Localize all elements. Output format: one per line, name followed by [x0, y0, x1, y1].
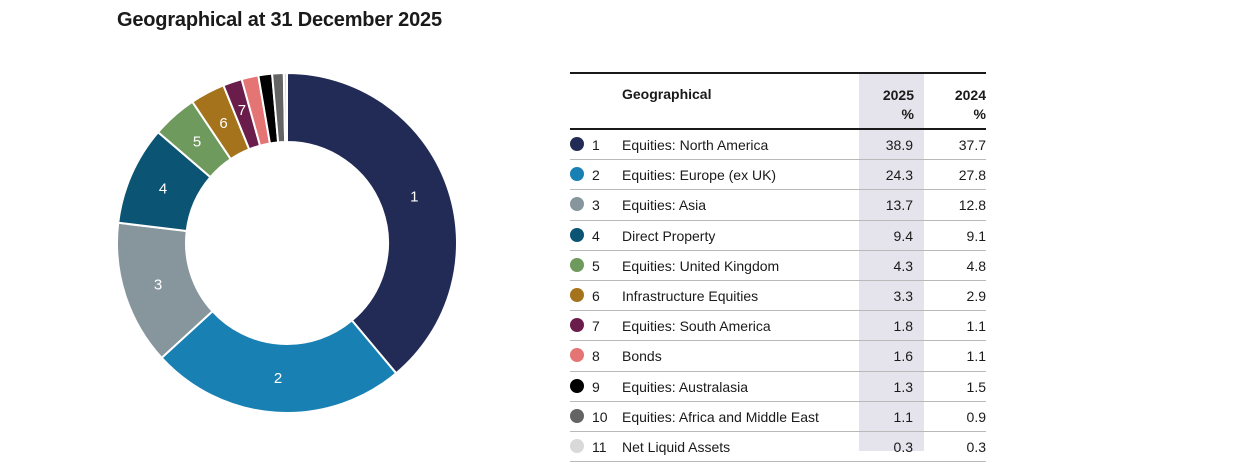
- header-2024: 2024 %: [924, 86, 986, 124]
- header-2025-year: 2025: [882, 87, 914, 103]
- table-row: 11 Net Liquid Assets 0.3 0.3: [570, 432, 986, 462]
- slice-label-3: 3: [154, 276, 162, 293]
- value-2025: 38.9: [885, 137, 913, 153]
- row-number: 4: [592, 227, 600, 244]
- value-2025: 3.3: [893, 287, 913, 304]
- value-2024: 37.7: [958, 137, 986, 153]
- table-row: 6 Infrastructure Equities 3.3 2.9: [570, 281, 986, 312]
- row-number: 9: [592, 378, 600, 395]
- table-row: 2 Equities: Europe (ex UK) 24.3 27.8: [570, 160, 986, 191]
- value-2025: 1.1: [893, 408, 913, 425]
- table-row: 10 Equities: Africa and Middle East 1.1 0.9: [570, 402, 986, 432]
- value-2024: 1.1: [966, 348, 986, 365]
- donut-chart: 1 2 3 4 5 67: [116, 71, 458, 414]
- row-number: 1: [592, 137, 600, 153]
- row-number: 10: [592, 408, 608, 425]
- value-2025: 9.4: [893, 227, 913, 244]
- value-2024: 0.9: [966, 408, 986, 425]
- row-number: 5: [592, 257, 600, 274]
- value-2025: 1.6: [893, 348, 913, 365]
- row-label: Direct Property: [622, 227, 716, 244]
- value-2024: 0.3: [966, 438, 986, 455]
- header-geographical: Geographical: [622, 86, 712, 102]
- row-label: Equities: Asia: [622, 197, 707, 214]
- table-row: 4 Direct Property 9.4 9.1: [570, 221, 986, 251]
- row-label: Equities: Africa and Middle East: [622, 408, 819, 425]
- table-body: 1 Equities: North America 38.9 37.7 2 Equitie…: [570, 130, 986, 462]
- row-label: Equities: North America: [622, 137, 769, 153]
- slice-label-6: 6: [219, 115, 227, 132]
- legend-swatch: [570, 438, 584, 453]
- table-header: Geographical 2025 % 2024 %: [570, 74, 986, 128]
- value-2025: 0.3: [893, 438, 913, 455]
- value-2024: 4.8: [966, 257, 986, 274]
- value-2024: 1.5: [966, 378, 986, 395]
- legend-swatch: [570, 378, 584, 393]
- row-number: 2: [592, 167, 600, 184]
- row-number: 6: [592, 287, 600, 304]
- slice-label-5: 5: [193, 134, 201, 151]
- row-label: Equities: Europe (ex UK): [622, 167, 777, 184]
- table-top-rule: [570, 72, 986, 74]
- row-number: 3: [592, 197, 600, 214]
- legend-swatch: [570, 348, 584, 363]
- donut-slice-11: [282, 71, 288, 144]
- legend-swatch: [570, 318, 584, 333]
- donut-slice-2: [160, 309, 398, 414]
- row-label: Equities: United Kingdom: [622, 257, 780, 274]
- slice-label-7: 7: [238, 102, 246, 119]
- value-2024: 12.8: [958, 197, 986, 214]
- row-number: 7: [592, 318, 600, 335]
- value-2025: 1.3: [893, 378, 913, 395]
- chart-title: Geographical at 31 December 2025: [117, 9, 442, 31]
- header-2024-year: 2024: [954, 87, 986, 103]
- table-header-rule: [570, 128, 986, 130]
- header-2024-unit: %: [973, 106, 986, 122]
- header-2025-unit: %: [901, 106, 914, 122]
- table-row: 8 Bonds 1.6 1.1: [570, 341, 986, 372]
- column-2025-highlight: [859, 74, 924, 451]
- table-row: 5 Equities: United Kingdom 4.3 4.8: [570, 251, 986, 281]
- value-2024: 9.1: [966, 227, 986, 244]
- legend-swatch: [570, 167, 584, 182]
- value-2024: 27.8: [958, 167, 986, 184]
- table-row: 7 Equities: South America 1.8 1.1: [570, 311, 986, 342]
- value-2025: 1.8: [893, 318, 913, 335]
- header-2025: 2025 %: [859, 86, 914, 124]
- table-row: 3 Equities: Asia 13.7 12.8: [570, 190, 986, 221]
- slice-label-4: 4: [159, 180, 167, 197]
- table-row: 1 Equities: North America 38.9 37.7: [570, 130, 986, 161]
- value-2025: 13.7: [885, 197, 913, 214]
- legend-swatch: [570, 257, 584, 272]
- row-label: Bonds: [622, 348, 662, 365]
- value-2025: 24.3: [885, 167, 913, 184]
- table-row: 9 Equities: Australasia 1.3 1.5: [570, 372, 986, 402]
- row-number: 8: [592, 348, 600, 365]
- legend-swatch: [570, 197, 584, 212]
- legend-swatch: [570, 287, 584, 302]
- legend-swatch: [570, 227, 584, 242]
- value-2025: 4.3: [893, 257, 913, 274]
- row-number: 11: [592, 438, 607, 455]
- legend-swatch: [570, 137, 584, 151]
- value-2024: 1.1: [966, 318, 986, 335]
- slice-label-1: 1: [410, 189, 418, 206]
- legend-swatch: [570, 408, 584, 423]
- row-label: Net Liquid Assets: [622, 438, 731, 455]
- row-label: Equities: Australasia: [622, 378, 749, 395]
- value-2024: 2.9: [966, 287, 986, 304]
- row-label: Equities: South America: [622, 318, 771, 335]
- row-label: Infrastructure Equities: [622, 287, 759, 304]
- donut-slice-1: [286, 71, 458, 375]
- slice-label-2: 2: [274, 370, 282, 387]
